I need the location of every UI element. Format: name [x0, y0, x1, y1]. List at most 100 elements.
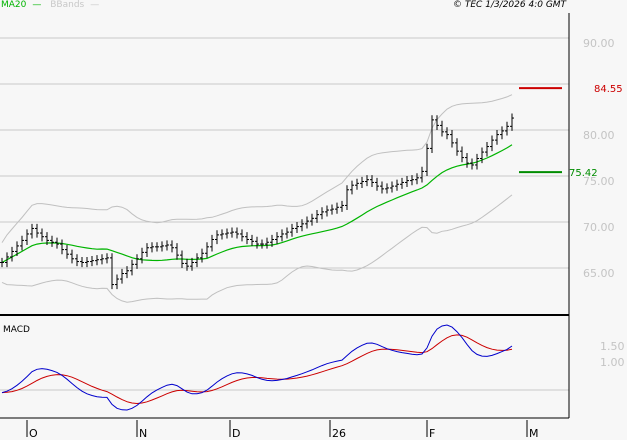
price-bar: [305, 216, 309, 229]
price-bar: [380, 181, 384, 194]
price-bar: [80, 256, 84, 268]
price-bar: [425, 143, 429, 176]
price-bar: [335, 202, 339, 214]
price-bar: [455, 138, 459, 156]
price-bar: [265, 237, 269, 249]
macd-line: [1, 324, 513, 411]
price-bar: [415, 173, 419, 185]
price-bar: [130, 259, 134, 276]
price-bar: [505, 121, 509, 136]
price-bar: [510, 113, 514, 131]
price-bar: [330, 204, 334, 215]
price-bar: [500, 126, 504, 140]
legend: MA20— BBands —: [1, 0, 105, 11]
price-bar: [0, 257, 4, 268]
price-bar: [125, 266, 129, 279]
x-tick-label: N: [139, 427, 147, 440]
price-bar: [175, 243, 179, 260]
bband-lower: [1, 194, 513, 303]
price-bar: [165, 240, 169, 251]
price-bar: [400, 177, 404, 189]
price-bar: [45, 232, 49, 245]
y-tick-label: 75.00: [583, 175, 615, 188]
price-bar: [120, 268, 124, 284]
price-bar: [435, 115, 439, 130]
price-bar: [100, 254, 104, 265]
price-bar: [105, 253, 109, 264]
price-bar: [320, 207, 324, 220]
price-bar: [270, 234, 274, 247]
y-tick-label: 80.00: [583, 129, 615, 142]
legend-bbands: BBands —: [50, 0, 100, 10]
price-bar: [255, 236, 259, 249]
price-bar: [375, 177, 379, 191]
price-bar: [110, 253, 114, 290]
price-bar: [475, 153, 479, 170]
price-bar: [245, 232, 249, 245]
legend-ma20: MA20—: [1, 0, 42, 10]
level-label: 84.55: [594, 84, 623, 95]
price-bar: [460, 146, 464, 163]
macd-tick-label: 1.00: [600, 356, 625, 369]
price-bar: [160, 241, 164, 252]
price-bar: [295, 222, 299, 234]
price-bar: [205, 242, 209, 258]
price-bar: [60, 239, 64, 255]
macd-title: MACD: [3, 325, 30, 335]
price-bar: [485, 141, 489, 157]
price-bar: [115, 274, 119, 290]
price-bar: [55, 237, 59, 249]
price-bar: [450, 130, 454, 148]
price-bar: [445, 127, 449, 140]
price-bar: [235, 227, 239, 239]
price-bar: [30, 223, 34, 239]
price-bar: [95, 255, 99, 266]
price-bar: [390, 181, 394, 193]
price-bar: [350, 180, 354, 195]
price-bar: [195, 253, 199, 268]
bband-upper: [1, 94, 513, 243]
price-bar: [440, 120, 444, 137]
price-bar: [145, 243, 149, 257]
price-bar: [140, 247, 144, 264]
price-bar: [260, 239, 264, 249]
price-bar: [35, 223, 39, 238]
price-bar: [340, 200, 344, 212]
x-tick-label: F: [429, 427, 435, 440]
price-bar: [5, 252, 9, 268]
price-bar: [285, 227, 289, 239]
price-bar: [240, 229, 244, 242]
price-bar: [10, 246, 14, 262]
price-bar: [250, 234, 254, 246]
price-bar: [180, 250, 184, 268]
price-bar: [135, 254, 139, 269]
price-bar: [490, 135, 494, 152]
price-bar: [315, 210, 319, 223]
price-bar: [290, 223, 294, 237]
price-bar: [190, 257, 194, 271]
x-tick-label: O: [29, 427, 38, 440]
price-bar: [210, 234, 214, 252]
price-bar: [405, 176, 409, 188]
price-bar: [20, 235, 24, 251]
price-bar: [65, 245, 69, 259]
y-tick-label: 90.00: [583, 37, 615, 50]
price-bar: [85, 256, 89, 268]
price-bar: [230, 227, 234, 238]
price-bar: [355, 178, 359, 190]
price-bar: [300, 219, 304, 232]
macd-tick-label: 1.50: [600, 340, 625, 353]
price-bar: [200, 248, 204, 263]
price-bar: [465, 153, 469, 168]
price-bar: [310, 213, 314, 226]
copyright: © TEC 1/3/2026 4:0 GMT: [453, 0, 567, 10]
price-bar: [75, 254, 79, 267]
price-bar: [360, 176, 364, 188]
price-bar: [15, 241, 19, 257]
x-tick-label: 26: [332, 427, 346, 440]
price-bar: [480, 147, 484, 164]
price-bar: [50, 235, 54, 247]
price-bar: [150, 242, 154, 253]
price-bar: [220, 229, 224, 240]
